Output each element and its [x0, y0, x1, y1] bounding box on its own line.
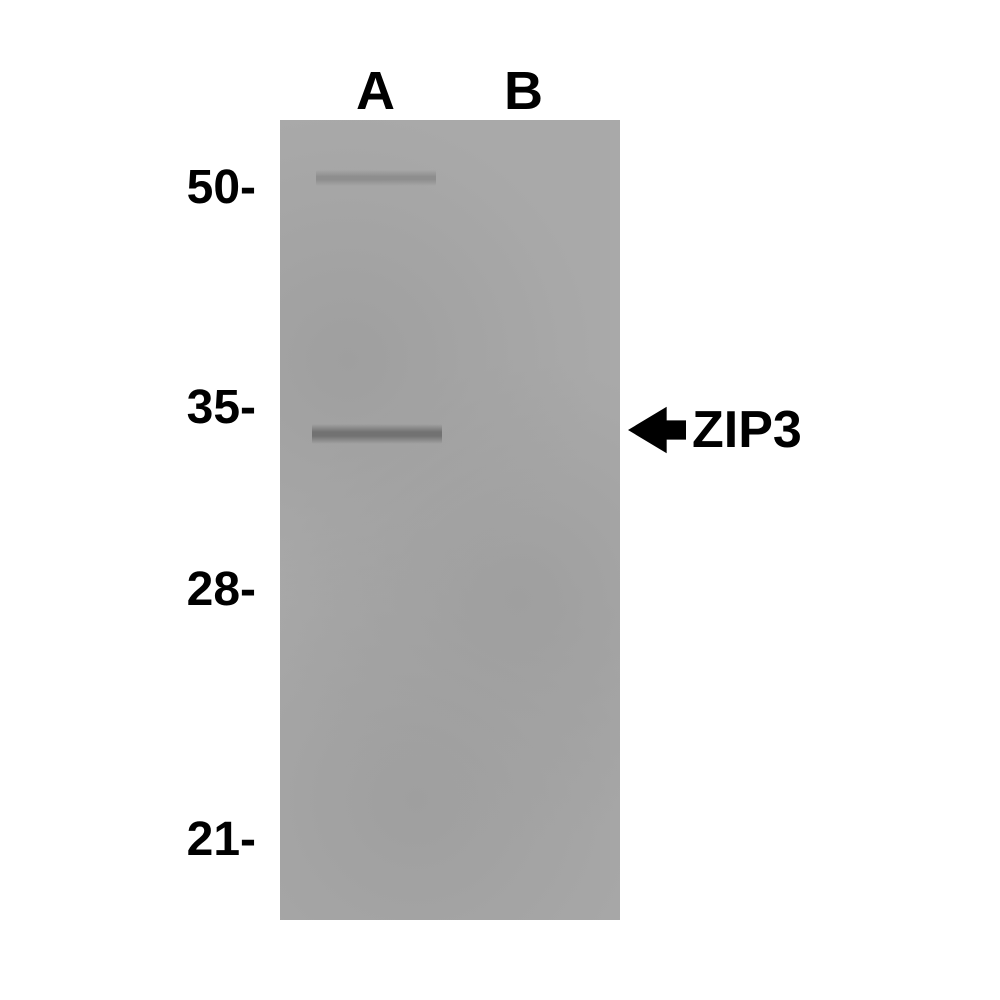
protein-band: [312, 424, 442, 444]
arrow-left-icon: [628, 406, 686, 454]
marker-label: 21-: [0, 812, 256, 867]
protein-band: [316, 170, 436, 186]
band-annotation: ZIP3: [628, 400, 802, 460]
marker-label: 28-: [0, 562, 256, 617]
lane-label: A: [356, 60, 395, 122]
annotation-label: ZIP3: [692, 400, 802, 460]
lane-label: B: [504, 60, 543, 122]
marker-label: 35-: [0, 380, 256, 435]
marker-label: 50-: [0, 160, 256, 215]
western-blot-membrane: [280, 120, 620, 920]
